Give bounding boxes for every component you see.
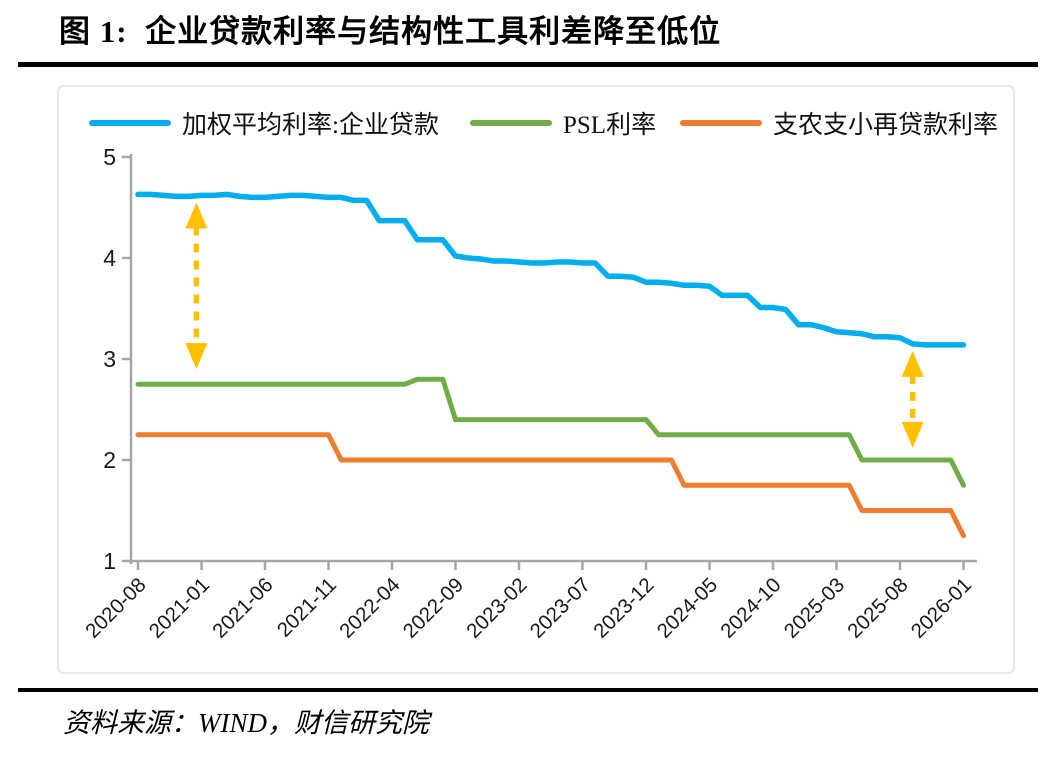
axes bbox=[122, 154, 977, 570]
chart-frame: 加权平均利率:企业贷款 PSL利率 支农支小再贷款利率 1 2 3 4 5 2020-08… bbox=[57, 85, 1015, 674]
chart-legend: 加权平均利率:企业贷款 PSL利率 支农支小再贷款利率 bbox=[59, 87, 1013, 147]
svg-text:2023-07: 2023-07 bbox=[526, 573, 595, 642]
page-title: 图 1: 企业贷款利率与结构性工具利差降至低位 bbox=[59, 14, 722, 49]
svg-text:2021-01: 2021-01 bbox=[145, 573, 214, 642]
svg-text:2024-10: 2024-10 bbox=[716, 573, 785, 642]
svg-text:2025-08: 2025-08 bbox=[843, 573, 912, 642]
svg-text:2021-06: 2021-06 bbox=[208, 573, 277, 642]
legend-swatch-green bbox=[470, 120, 552, 126]
line-chart-plot: 1 2 3 4 5 2020-082021-012021-062021-112022-04… bbox=[81, 144, 977, 643]
svg-text:2024-05: 2024-05 bbox=[653, 573, 722, 642]
svg-text:3: 3 bbox=[103, 346, 116, 372]
legend-label: 加权平均利率:企业贷款 bbox=[182, 112, 439, 139]
legend-item-psl-rate: PSL利率 bbox=[470, 109, 656, 139]
legend-label: 支农支小再贷款利率 bbox=[773, 112, 999, 139]
legend-label: PSL利率 bbox=[563, 112, 657, 139]
legend-item-corporate-loan-rate: 加权平均利率:企业贷款 bbox=[89, 109, 439, 139]
legend-swatch-orange bbox=[680, 120, 762, 126]
series-line-0 bbox=[135, 191, 967, 348]
svg-text:1: 1 bbox=[103, 548, 116, 574]
svg-text:2020-08: 2020-08 bbox=[81, 573, 150, 642]
source-note: 资料来源：WIND，财信研究院 bbox=[63, 708, 429, 738]
svg-text:2025-03: 2025-03 bbox=[780, 573, 849, 642]
series-line-2 bbox=[135, 432, 966, 539]
svg-text:2023-02: 2023-02 bbox=[462, 573, 531, 642]
y-axis-tick-labels: 1 2 3 4 5 bbox=[103, 144, 116, 574]
svg-text:2021-11: 2021-11 bbox=[273, 573, 341, 641]
spread-arrow-1 bbox=[901, 350, 924, 448]
svg-text:2: 2 bbox=[103, 447, 116, 473]
svg-text:2022-09: 2022-09 bbox=[399, 573, 468, 642]
series-line-1 bbox=[135, 376, 966, 488]
x-axis-tick-labels: 2020-082021-012021-062021-112022-042022-… bbox=[81, 573, 976, 642]
footer-rule bbox=[18, 688, 1038, 692]
svg-text:4: 4 bbox=[103, 245, 116, 271]
title-underline bbox=[18, 62, 1038, 67]
svg-text:2023-12: 2023-12 bbox=[589, 573, 658, 642]
legend-swatch-blue bbox=[89, 120, 171, 126]
svg-text:5: 5 bbox=[103, 144, 116, 170]
spread-arrow-0 bbox=[185, 202, 208, 370]
svg-text:2026-01: 2026-01 bbox=[907, 573, 976, 642]
svg-text:2022-04: 2022-04 bbox=[335, 573, 404, 642]
legend-item-relending-rate: 支农支小再贷款利率 bbox=[680, 109, 998, 139]
